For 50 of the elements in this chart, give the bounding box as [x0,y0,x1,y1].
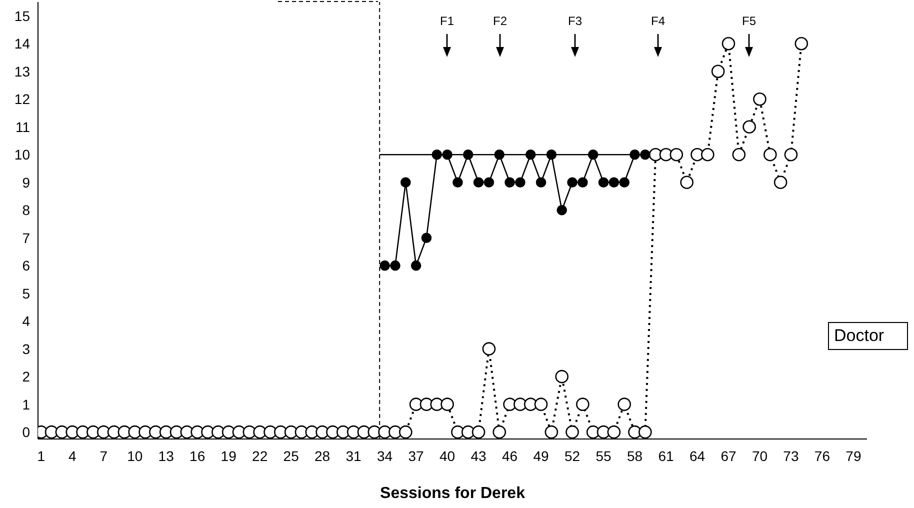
x-tick-label: 67 [720,448,736,464]
y-tick-label: 6 [22,258,30,274]
x-tick-label: 43 [470,448,487,464]
x-tick-label: 25 [283,448,300,464]
annotation: Doctor [828,322,908,350]
y-tick-label: 1 [22,396,30,412]
x-tick-label: 40 [440,448,456,464]
x-tick-label: 76 [814,448,830,464]
annotation: F2 [492,14,508,28]
x-tick-label: 79 [846,448,862,464]
y-tick-label: 14 [14,36,30,52]
x-tick-label: 64 [689,448,706,464]
x-tick-label: 61 [658,448,674,464]
y-tick-label: 4 [22,313,30,330]
x-tick-label: 34 [377,448,393,464]
y-tick-label: 12 [14,91,30,108]
x-tick-label: 10 [127,448,143,464]
y-tick-label: 8 [22,202,30,218]
x-tick-label: 37 [408,448,424,464]
x-tick-label: 16 [190,448,206,464]
y-tick-label: 0 [22,424,30,440]
annotation: F3 [566,14,583,28]
y-tick-label: 15 [14,8,30,24]
y-tick-label: 3 [22,340,30,357]
y-tick-label: 10 [14,146,30,163]
x-tick-label: 52 [564,448,580,464]
y-tick-label: 9 [22,174,30,190]
x-tick-label: 22 [252,448,268,464]
x-tick-label: 28 [314,448,330,464]
x-tick-label: 31 [346,448,362,464]
x-tick-label: 55 [596,448,612,464]
annotation: F1 [438,14,455,28]
x-tick-label: 4 [68,448,76,464]
y-tick-label: 5 [22,285,30,302]
x-tick-label: 1 [37,448,46,464]
x-tick-label: 58 [626,448,643,464]
x-tick-label: 19 [220,448,237,464]
x-axis-title: Sessions for Derek [380,485,526,502]
y-tick-label: 2 [22,368,30,385]
x-tick-label: 13 [158,448,174,464]
x-tick-label: 70 [752,448,768,464]
x-tick-label: 7 [100,448,108,464]
y-tick-label: 13 [14,63,30,80]
x-tick-label: 73 [783,448,799,464]
annotation: F5 [740,14,757,28]
x-tick-label: 49 [533,448,550,464]
y-tick-label: 7 [22,230,30,246]
annotation: F4 [650,14,666,28]
y-tick-label: 11 [15,118,30,135]
x-tick-label: 46 [502,448,518,464]
